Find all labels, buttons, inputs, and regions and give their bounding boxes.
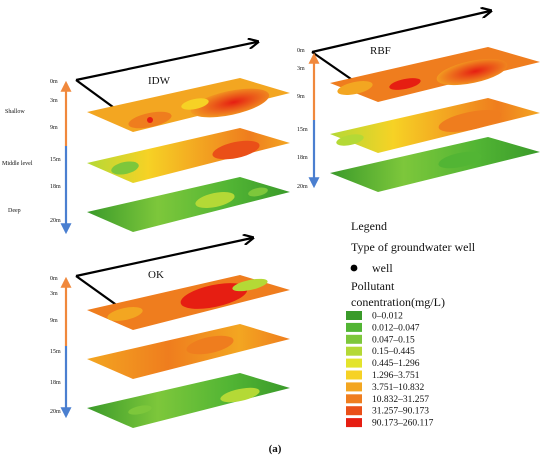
panel-rbf: RBF 0m 3m 9m 15m 18m 20m: [297, 11, 540, 192]
depth-label: 20m: [297, 184, 308, 190]
panel-idw: IDW 0m 3m 9m 15m 18m 20m Shallow Middle …: [2, 42, 290, 235]
legend-swatch: [346, 394, 362, 404]
depth-label: 0m: [50, 79, 58, 85]
panel-ok: OK 0m 3m 9m 15m 18m 20m: [50, 238, 290, 428]
depth-label: 20m: [50, 409, 61, 415]
panel-title: OK: [148, 269, 164, 281]
layer-deep: [330, 137, 540, 192]
legend-swatch: [346, 322, 362, 332]
layer-middle: [87, 324, 290, 379]
layer-middle: [330, 98, 540, 153]
legend-pollutant-heading: Pollutant: [351, 279, 395, 293]
layer-shallow: [87, 275, 290, 330]
legend-swatch: [346, 382, 362, 392]
depth-label: 3m: [50, 291, 58, 297]
legend-class-label: 0–0.012: [372, 312, 403, 322]
zone-label: Shallow: [5, 109, 25, 115]
legend-class-label: 10.832–31.257: [372, 395, 429, 405]
layer-shallow: [87, 78, 290, 132]
depth-label: 0m: [50, 276, 58, 282]
layer-deep: [87, 177, 290, 232]
well-symbol-icon: [350, 264, 358, 272]
layer-shallow: [330, 47, 540, 102]
depth-label: 3m: [50, 98, 58, 104]
direction-arrow: [75, 238, 252, 278]
legend-swatch: [346, 346, 362, 356]
depth-label: 9m: [50, 125, 58, 131]
depth-label: 18m: [50, 380, 61, 386]
figure-caption: (a): [269, 443, 282, 455]
legend-class-label: 0.445–1.296: [372, 359, 420, 369]
legend-well-heading: Type of groundwater well: [351, 240, 476, 254]
zone-label: Middle level: [2, 161, 33, 167]
legend-class-label: 0.15–0.445: [372, 347, 415, 357]
legend-swatch: [346, 358, 362, 368]
depth-label: 18m: [50, 184, 61, 190]
legend-title: Legend: [351, 219, 387, 233]
depth-label: 0m: [297, 48, 305, 54]
depth-label: 15m: [50, 157, 61, 163]
direction-arrow: [75, 42, 257, 82]
depth-label: 9m: [50, 318, 58, 324]
layer-middle: [87, 128, 290, 183]
depth-label: 18m: [297, 155, 308, 161]
legend-swatch: [346, 311, 362, 320]
legend-class-label: 3.751–10.832: [372, 383, 425, 393]
legend-swatch: [346, 406, 362, 416]
layer-deep: [87, 373, 290, 428]
direction-arrow: [311, 11, 490, 54]
legend-swatch: [346, 334, 362, 344]
depth-label: 20m: [50, 218, 61, 224]
panel-title: RBF: [370, 45, 391, 57]
depth-label: 15m: [297, 127, 308, 133]
zone-label: Deep: [8, 208, 21, 214]
legend-swatch: [346, 418, 362, 428]
legend-well-label: well: [372, 261, 393, 275]
legend-class-label: 31.257–90.173: [372, 407, 429, 417]
depth-label: 3m: [297, 66, 305, 72]
depth-label: 15m: [50, 349, 61, 355]
legend-pollutant-heading: conentration(mg/L): [351, 295, 445, 309]
legend-class-label: 0.047–0.15: [372, 335, 415, 345]
panel-title: IDW: [148, 75, 171, 87]
legend-class-label: 1.296–3.751: [372, 371, 420, 381]
legend: Legend Type of groundwater well well Pol…: [346, 219, 476, 429]
legend-swatch: [346, 370, 362, 380]
legend-class-label: 0.012–0.047: [372, 323, 420, 333]
legend-class-label: 90.173–260.117: [372, 419, 434, 429]
depth-label: 9m: [297, 94, 305, 100]
